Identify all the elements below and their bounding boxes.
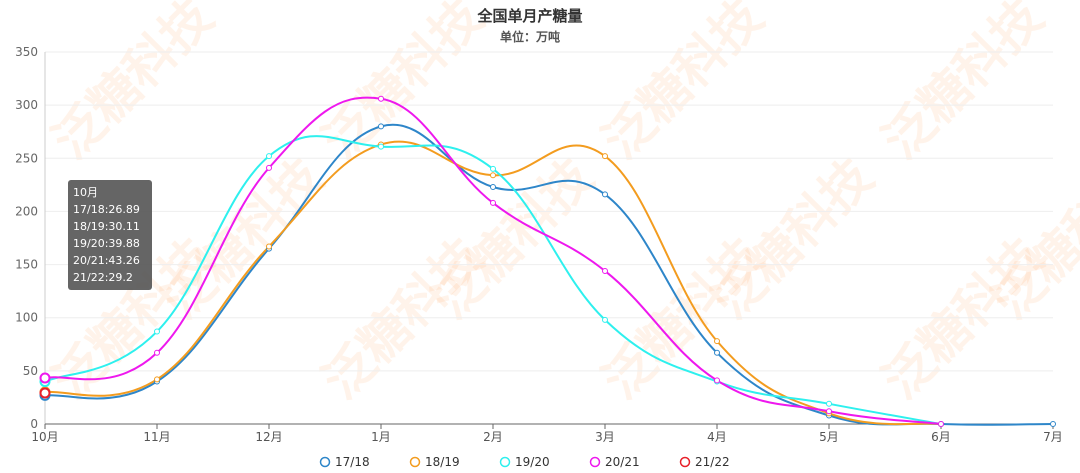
data-point: [266, 243, 272, 250]
tooltip-line: 21/22:29.2: [73, 271, 133, 284]
legend-label: 20/21: [605, 455, 640, 469]
data-point: [490, 183, 496, 190]
series-line: [44, 140, 942, 426]
data-point: [39, 387, 51, 399]
legend-marker: [319, 456, 331, 468]
data-point: [826, 408, 832, 415]
y-tick-label: 50: [23, 364, 38, 378]
data-point: [378, 123, 384, 130]
data-point: [266, 153, 272, 160]
y-tick-label: 100: [15, 311, 38, 325]
legend-item: 19/20: [499, 455, 550, 469]
legend-marker: [499, 456, 511, 468]
legend-label: 19/20: [515, 455, 550, 469]
legend-marker: [679, 456, 691, 468]
series-line: [44, 123, 1054, 426]
data-point: [602, 267, 608, 274]
tooltip-line: 18/19:30.11: [73, 220, 140, 233]
chart-subtitle: 单位：万吨: [500, 29, 560, 44]
data-point: [490, 165, 496, 172]
y-tick-label: 200: [15, 204, 38, 218]
data-point: [602, 316, 608, 323]
series-line: [44, 96, 942, 425]
data-point: [938, 421, 944, 427]
data-point: [154, 328, 160, 335]
legend-label: 21/22: [695, 455, 730, 469]
legend-item: 21/22: [679, 455, 730, 469]
x-tick-label: 3月: [595, 430, 615, 444]
y-tick-label: 150: [15, 258, 38, 272]
data-point: [154, 349, 160, 356]
data-point: [714, 338, 720, 345]
tooltip-line: 20/21:43.26: [73, 254, 140, 267]
data-point: [490, 172, 496, 179]
x-tick-label: 1月: [371, 430, 391, 444]
tooltip: 10月 17/18:26.89 18/19:30.11 19/20:39.88 …: [68, 180, 152, 290]
tooltip-line: 19/20:39.88: [73, 237, 140, 250]
y-tick-label: 0: [30, 417, 38, 431]
y-tick-label: 250: [15, 151, 38, 165]
y-tick-label: 350: [15, 45, 38, 59]
series-line: [44, 135, 942, 425]
data-point: [154, 376, 160, 383]
legend-item: 17/18: [319, 455, 370, 469]
legend-label: 17/18: [335, 455, 370, 469]
data-point: [602, 153, 608, 160]
data-point: [266, 164, 272, 171]
x-tick-label: 6月: [931, 430, 951, 444]
data-point: [490, 199, 496, 206]
legend-label: 18/19: [425, 455, 460, 469]
x-tick-label: 2月: [483, 430, 503, 444]
x-tick-label: 4月: [707, 430, 727, 444]
tooltip-title: 10月: [73, 186, 98, 199]
data-point: [714, 349, 720, 356]
x-tick-label: 7月: [1043, 430, 1063, 444]
data-point: [602, 191, 608, 198]
data-point: [378, 143, 384, 150]
y-tick-label: 300: [15, 98, 38, 112]
chart-title: 全国单月产糖量: [476, 7, 582, 25]
x-tick-label: 10月: [31, 430, 58, 444]
x-tick-label: 11月: [143, 430, 170, 444]
legend-item: 18/19: [409, 455, 460, 469]
x-tick-label: 12月: [255, 430, 282, 444]
x-tick-label: 5月: [819, 430, 839, 444]
data-point: [378, 95, 384, 102]
legend-item: 20/21: [589, 455, 640, 469]
legend-marker: [409, 456, 421, 468]
data-point: [1050, 421, 1056, 427]
data-point: [714, 377, 720, 384]
data-point: [39, 372, 51, 384]
tooltip-line: 17/18:26.89: [73, 203, 140, 216]
legend-marker: [589, 456, 601, 468]
data-point: [826, 400, 832, 407]
